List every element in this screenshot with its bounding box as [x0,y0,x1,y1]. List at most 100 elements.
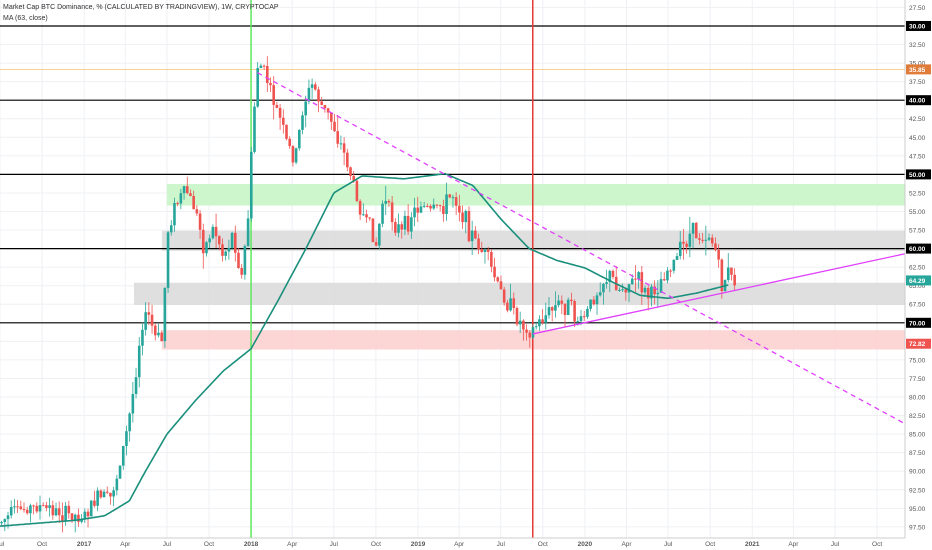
candle-body [9,507,13,516]
price-tick: 80.00 [909,395,926,402]
price-labels: 30.00 35.85 40.00 50.00 60.00 64.29 70.00 72.82 [906,20,931,349]
price-label-bg [906,64,931,75]
candle-body [448,194,452,198]
candle-body [32,505,35,507]
candle-body [512,298,516,309]
candle-body [147,312,151,315]
candle-body [230,232,234,248]
candle-body [298,129,301,149]
candle-body [467,211,471,242]
candle-body [454,197,458,206]
candle-body [86,511,90,517]
time-tick: 2018 [244,541,259,548]
candle-body [598,292,602,296]
time-tick: 2019 [411,541,426,548]
candle-body [16,506,19,508]
candle-body [627,284,631,293]
time-tick: Oct [538,541,548,548]
candle-body [586,308,589,317]
candle-body [669,270,672,272]
candle-body [582,316,586,318]
candle-body [134,377,138,395]
candle-body [378,223,381,246]
candle-body [675,256,679,260]
candle-body [435,204,439,206]
price-tick: 35.00 [909,61,926,68]
candle-body [112,490,115,497]
candle-body [365,214,368,218]
legend-title: Market Cap BTC Dominance, % (CALCULATED … [3,4,279,11]
candle-body [3,519,7,523]
candle-body [630,278,634,285]
candle-body [678,241,682,257]
candle-body [672,259,676,271]
candle-body [688,233,692,247]
candle-body [387,200,391,203]
candle-body [189,193,192,197]
candlesticks [0,56,736,533]
candle-body [525,329,528,333]
candle-body [493,266,496,278]
candle-body [221,244,224,256]
candle-body [211,226,215,239]
time-tick: 2021 [745,541,760,548]
candle-body [285,124,288,139]
price-label: 72.82 [909,341,926,348]
candle-body [115,478,119,491]
candle-body [179,193,183,204]
candle-body [233,232,237,253]
candle-body [54,508,58,516]
candle-body [89,500,93,517]
candle-body [182,186,186,194]
candle-body [99,490,103,498]
candle-body [314,84,317,90]
price-label: 40.00 [909,98,926,105]
time-tick: Oct [872,541,882,548]
candle-body [531,327,535,338]
candle-body [64,505,67,522]
time-tick: Apr [287,541,298,548]
price-label-bg [906,95,931,106]
candle-body [51,505,55,516]
candle-body [499,281,503,290]
time-tick: 2020 [578,541,593,548]
price-label-bg [906,317,931,328]
trendline [532,253,906,335]
candle-body [240,268,243,275]
price-axis[interactable]: 27.50 30.00 32.50 35.00 37.50 40.00 42.50 45.00… [904,0,932,550]
candle-body [355,180,359,202]
candle-body [278,107,282,118]
candle-body [198,213,202,230]
candle-body [35,505,39,512]
candle-body [666,270,669,281]
candle-body [701,239,704,241]
candle-body [371,218,375,243]
candle-body [624,289,628,293]
time-tick: Apr [788,541,799,548]
candle-body [125,431,128,446]
candle-body [153,325,157,336]
candle-body [589,299,592,309]
candle-body [150,314,154,326]
candle-body [394,222,397,233]
time-tick: Jul [664,541,673,548]
candle-body [349,167,352,177]
candle-body [342,143,346,153]
time-axis[interactable]: Jul Oct 2017 Apr Jul Oct 2018 Apr Jul Oct 2019 Apr J… [0,537,905,548]
price-tick: 52.50 [909,190,926,197]
candle-body [137,345,141,378]
candle-body [368,217,372,219]
candle-body [381,203,384,224]
candle-body [461,212,464,223]
price-axis-bg [905,0,932,550]
candle-body [518,320,522,325]
price-label: 70.00 [909,320,926,327]
time-tick: Jul [497,541,506,548]
chart-legend: Market Cap BTC Dominance, % (CALCULATED … [3,2,279,24]
candle-body [208,238,211,243]
candle-body [362,214,365,216]
candle-body [656,292,660,295]
price-tick: 57.50 [909,228,926,235]
candle-body [13,506,16,508]
